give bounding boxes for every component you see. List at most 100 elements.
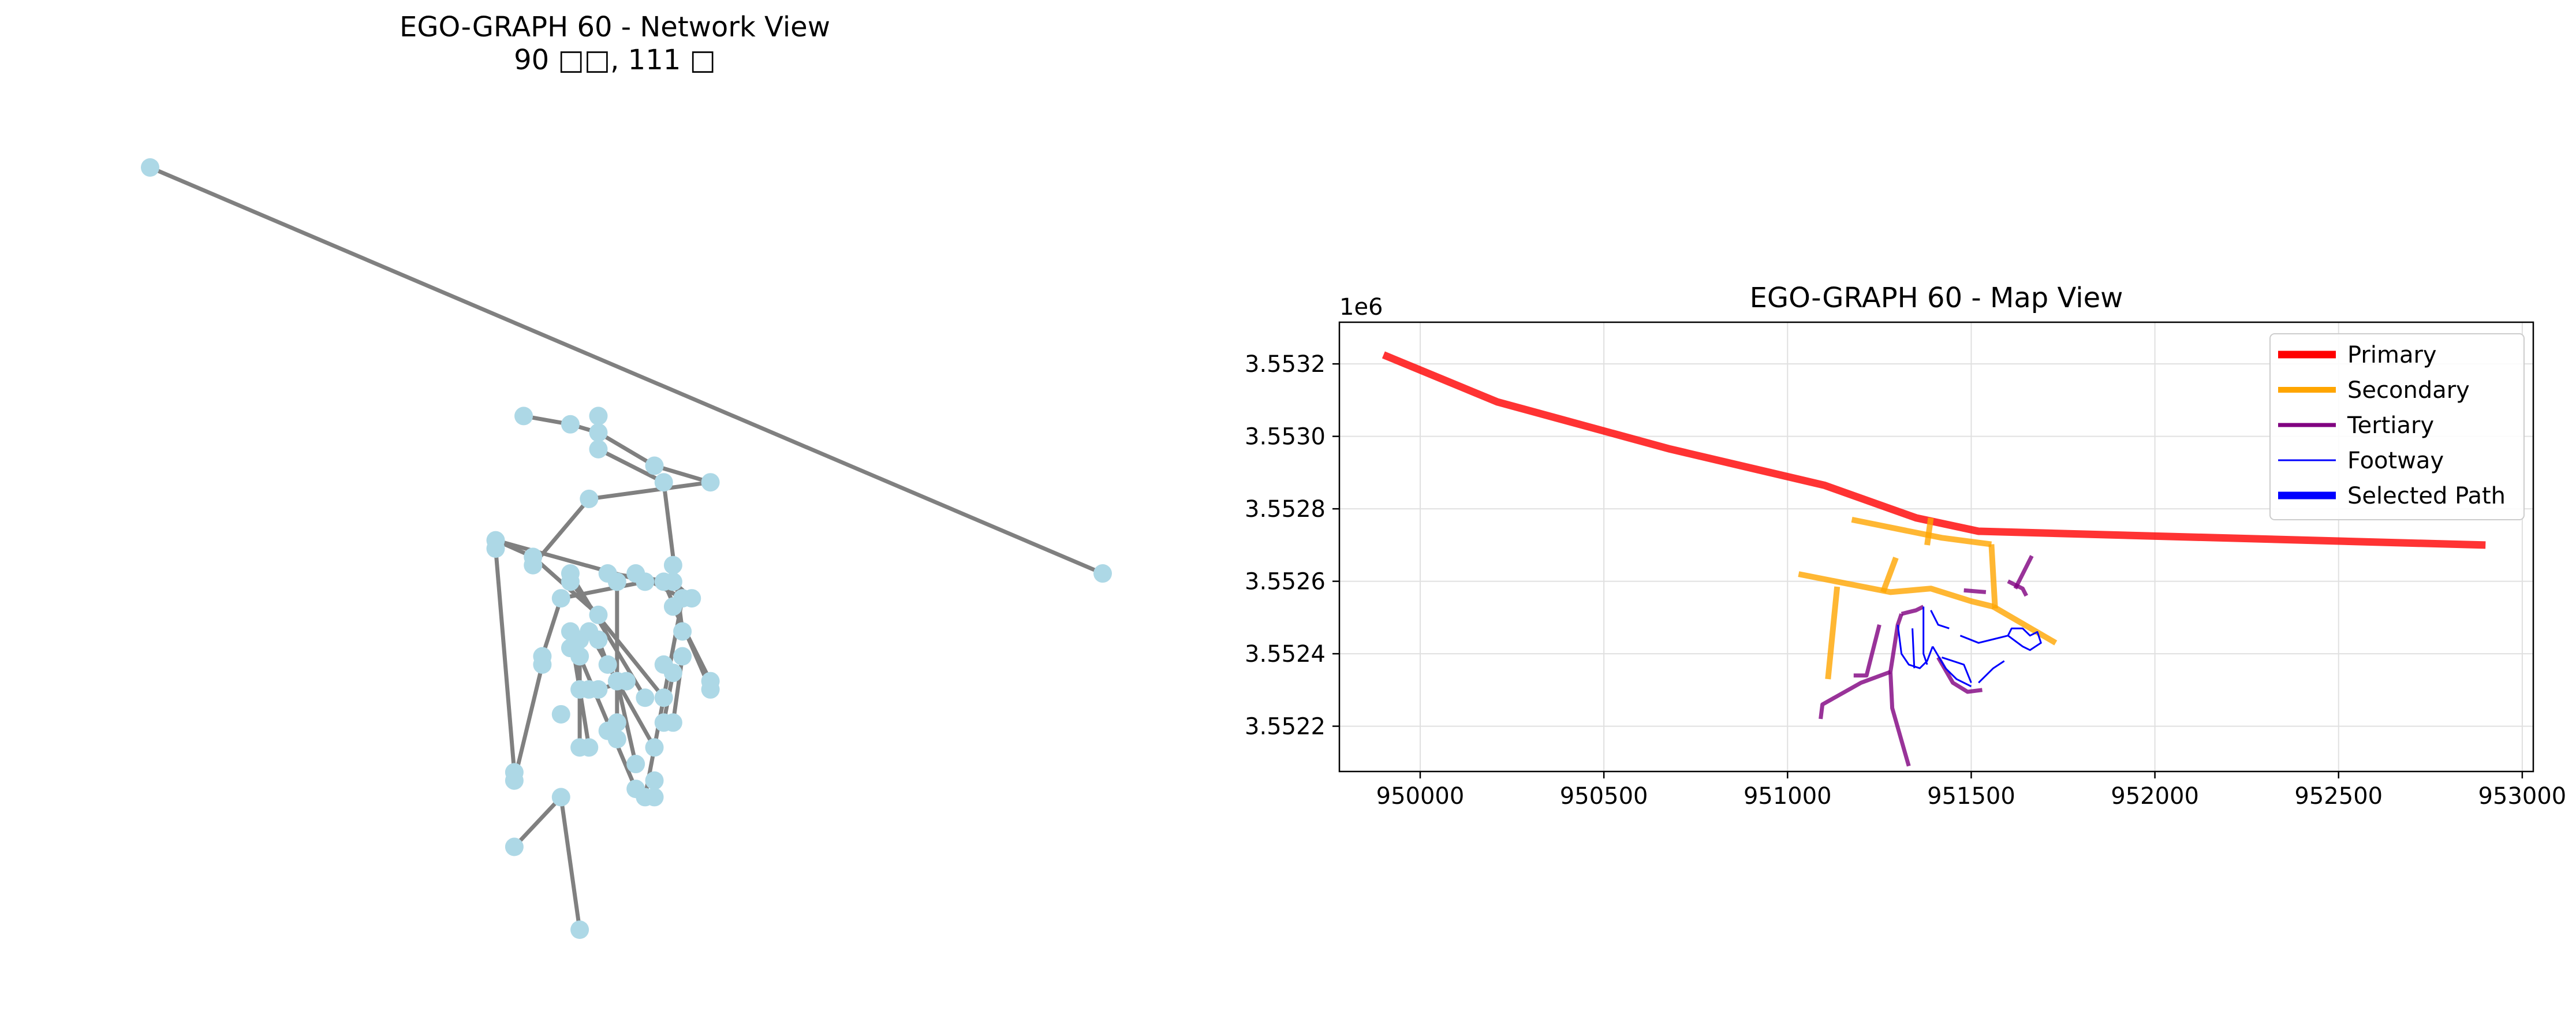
y-tick-label: 3.5524 [1245,641,1326,668]
network-node [654,473,673,492]
network-view-panel: EGO-GRAPH 60 - Network View 90 □□, 111 □ [141,11,1112,939]
network-node [589,407,608,426]
network-node [645,738,664,757]
y-axis-offset-label: 1e6 [1339,294,1383,320]
road-line-tertiary [2013,555,2034,590]
network-node [561,622,580,641]
road-line-secondary [1988,544,1998,609]
road-line-footway [1942,656,1972,683]
network-node [617,672,636,691]
network-node [673,622,692,641]
network-node [505,771,524,790]
road-line-footway [1932,646,1972,687]
road-line-tertiary [1901,605,1925,616]
network-node [663,572,682,591]
y-tick-label: 3.5530 [1245,424,1326,450]
y-tick-label: 3.5532 [1245,351,1326,378]
network-edge [596,430,657,468]
network-edges [148,165,1105,932]
network-edge [587,629,657,750]
network-edge [652,464,713,484]
network-view-title-line2: 90 □□, 111 □ [514,44,716,76]
network-edge [540,596,563,659]
network-nodes [141,158,1112,939]
road-line-tertiary [1853,624,1881,678]
network-edge [494,546,517,774]
network-node [645,788,664,807]
road-line-footway [1922,606,1928,665]
network-node [663,556,682,575]
network-edge [148,165,1105,576]
x-tick-label: 950000 [1376,783,1465,810]
network-node [551,788,570,807]
legend-label-secondary: Secondary [2347,377,2470,404]
network-node [663,664,682,683]
map-y-ticks: 3.5522 3.5524 3.5526 3.5528 3.5530 3.5532 [1245,351,1339,740]
network-node [561,415,580,434]
network-edge [512,662,544,783]
network-node [533,655,552,674]
network-node [607,730,626,748]
network-node [636,572,655,591]
network-node [589,605,608,624]
network-node [570,647,589,666]
network-node [598,655,617,674]
road-line-footway [1959,635,2008,644]
network-node [524,556,543,575]
road-line-tertiary [1936,656,1983,694]
map-view-title: EGO-GRAPH 60 - Map View [1750,282,2123,314]
network-node [580,489,599,508]
network-node [486,539,505,558]
x-tick-label: 952000 [2111,783,2199,810]
network-edge [559,579,647,601]
network-node [645,456,664,475]
legend-box [2269,333,2525,520]
map-road-lines [1382,351,2486,767]
network-node [589,630,608,649]
network-node [663,597,682,616]
legend-label-primary: Primary [2347,342,2437,368]
x-tick-label: 952500 [2294,783,2383,810]
legend-label-selected: Selected Path [2347,483,2506,509]
road-line-tertiary [1888,672,1911,767]
road-line-footway [1930,610,1950,629]
network-node [701,473,720,492]
network-edge [587,480,713,501]
network-node [589,439,608,459]
road-line-secondary [1851,516,1992,547]
road-line-footway [1912,628,1916,669]
network-node [551,705,570,724]
network-node [514,407,533,426]
network-node [589,423,608,442]
map-x-ticks: 950000 950500 951000 951500 952000 952500 9530… [1376,771,2566,810]
network-node [1093,564,1112,583]
network-node [663,713,682,732]
network-edge [512,795,563,849]
road-line-tertiary [1819,670,1891,720]
map-axes-frame [1338,321,2534,773]
legend-label-footway: Footway [2347,448,2444,474]
network-node [645,771,664,790]
map-legend: Primary Secondary Tertiary Footway Selected … [2269,333,2525,520]
road-line-secondary [1924,517,1934,546]
road-line-secondary [1798,571,1994,610]
network-node [580,738,599,757]
network-node [636,688,655,707]
road-line-footway [1978,660,2005,684]
network-edge [671,654,685,725]
network-node [607,572,626,591]
network-node [626,755,645,774]
network-node [551,589,570,608]
y-tick-label: 3.5522 [1245,714,1326,740]
network-edge [559,795,582,932]
x-tick-label: 950500 [1560,783,1648,810]
network-node [682,589,701,608]
network-edge [615,679,638,766]
road-line-secondary [1880,557,1899,594]
y-tick-label: 3.5528 [1245,496,1326,523]
map-view-panel: EGO-GRAPH 60 - Map View 1e6 950000 950500… [1245,282,2566,810]
network-edge [596,447,666,484]
road-line-secondary [1825,586,1840,680]
network-node [589,680,608,699]
